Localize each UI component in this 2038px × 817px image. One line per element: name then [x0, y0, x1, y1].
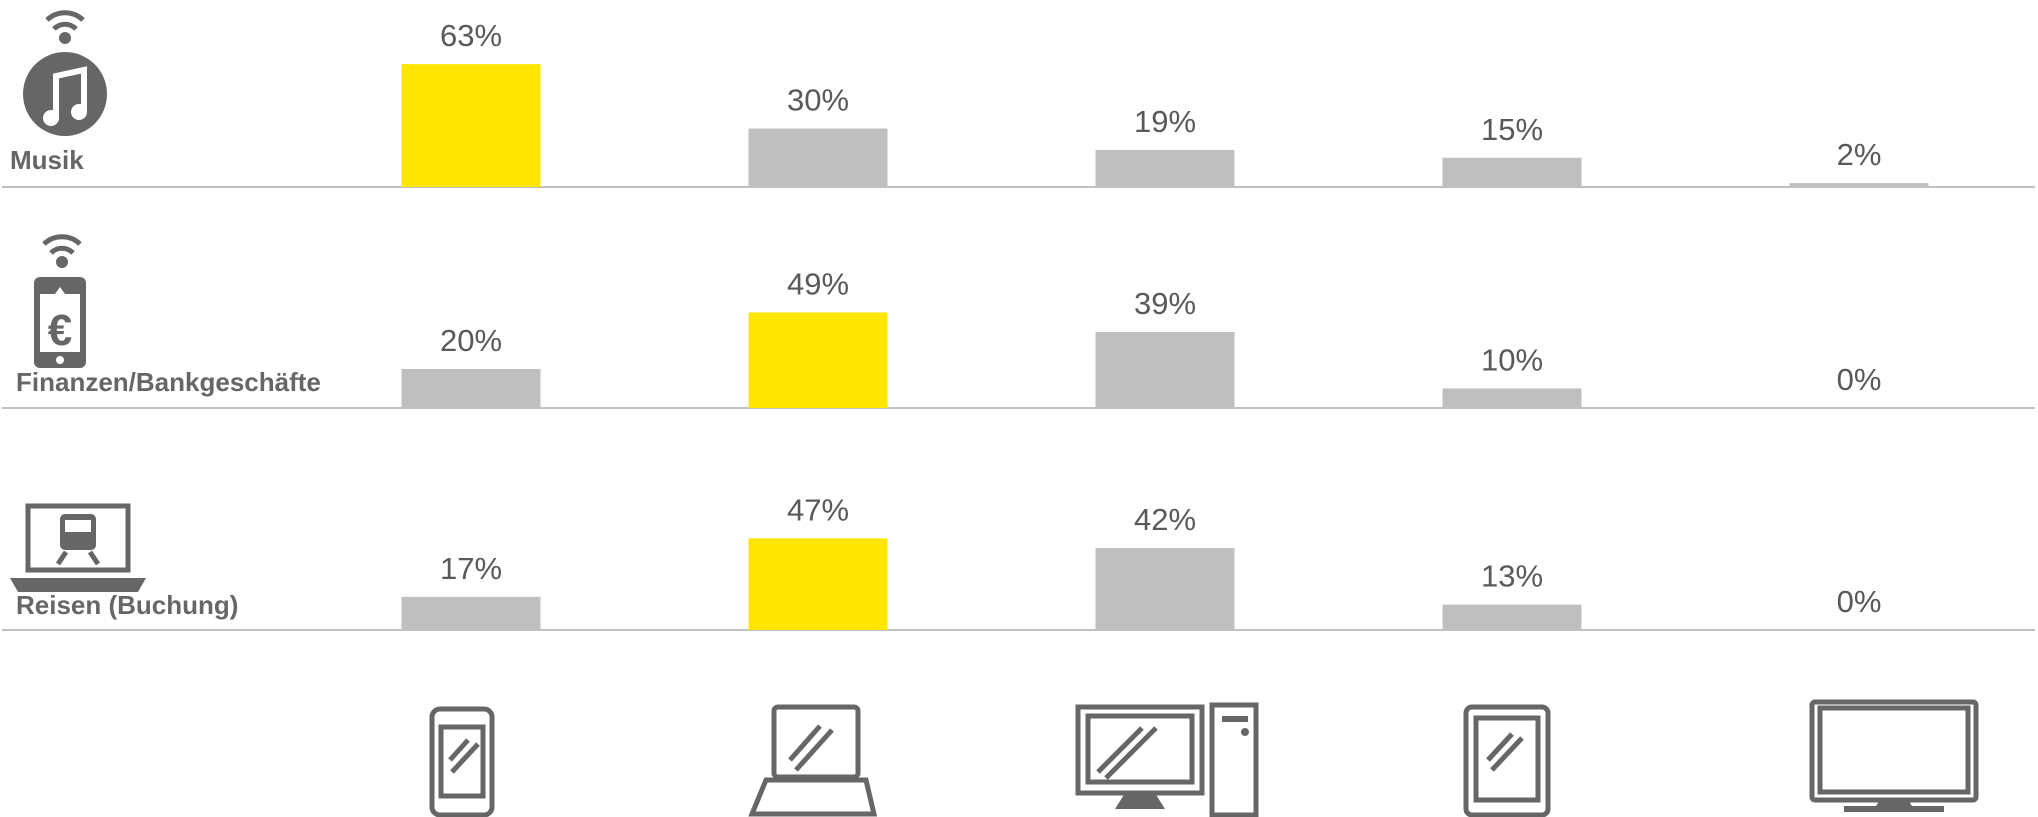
value-label: 0%	[1837, 362, 1882, 397]
banking-icon: €	[34, 234, 86, 368]
value-label: 13%	[1481, 559, 1543, 594]
bar	[401, 64, 541, 187]
bar	[1095, 548, 1235, 630]
bar	[1442, 157, 1582, 187]
value-label: 49%	[787, 266, 849, 301]
value-label: 15%	[1481, 112, 1543, 147]
value-label: 42%	[1134, 502, 1196, 537]
bar	[748, 312, 888, 408]
bar	[1442, 604, 1582, 630]
row-label: Reisen (Buchung)	[16, 590, 238, 620]
value-label: 20%	[440, 323, 502, 358]
value-label: 63%	[440, 18, 502, 53]
bar	[1095, 149, 1235, 187]
row-label: Finanzen/Bankgeschäfte	[16, 367, 321, 397]
music-icon	[23, 10, 107, 136]
value-label: 39%	[1134, 286, 1196, 321]
bar	[401, 369, 541, 408]
value-label: 17%	[440, 551, 502, 586]
bar	[1442, 388, 1582, 408]
bar	[1789, 183, 1929, 187]
device-icons	[429, 699, 1979, 817]
value-label: 2%	[1837, 137, 1882, 172]
svg-text:€: €	[48, 306, 72, 355]
value-label: 47%	[787, 492, 849, 527]
bar	[748, 128, 888, 187]
value-label: 30%	[787, 83, 849, 118]
travel-icon	[10, 503, 146, 592]
value-label: 19%	[1134, 104, 1196, 139]
value-label: 10%	[1481, 343, 1543, 378]
value-label: 0%	[1837, 584, 1882, 619]
bar	[748, 538, 888, 630]
row-label: Musik	[10, 145, 84, 175]
bar	[1095, 331, 1235, 408]
bar	[401, 596, 541, 630]
